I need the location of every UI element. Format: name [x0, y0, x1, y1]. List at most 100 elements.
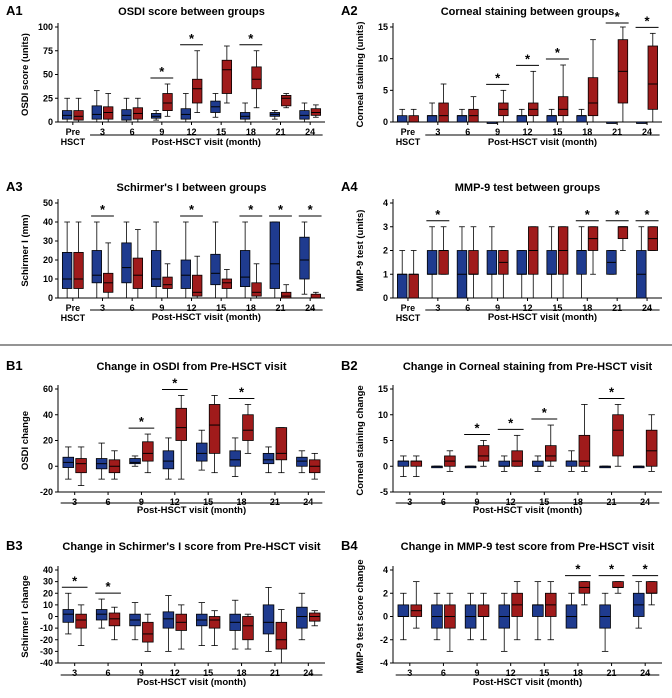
box-group2-9 — [142, 433, 154, 474]
box-group2-3 — [75, 604, 87, 646]
box-iqr — [397, 273, 408, 299]
box-iqr — [61, 251, 73, 289]
x-tick-label: 12 — [522, 303, 532, 313]
x-axis-label: Post-HSCT visit (month) — [152, 312, 261, 323]
box-group2-3 — [103, 93, 114, 123]
x-tick-label: 18 — [573, 497, 583, 507]
x-axis-label: Post-HSCT visit (month) — [488, 312, 597, 323]
panel-label: B1 — [6, 358, 23, 373]
box-group1-9 — [486, 226, 498, 299]
box-group1-24 — [632, 465, 645, 469]
chart-title: Schirmer's I between groups — [117, 182, 267, 194]
box-group1-18 — [576, 108, 587, 123]
box-group2-24 — [310, 291, 322, 299]
box-iqr — [587, 77, 599, 117]
x-tick-label: Pre HSCT — [396, 127, 421, 147]
y-tick-label: 30 — [43, 577, 53, 587]
x-tick-label: 6 — [465, 127, 470, 137]
x-tick-label: 24 — [640, 668, 650, 678]
x-tick-label: 24 — [642, 303, 652, 313]
x-tick-label: 9 — [159, 303, 164, 313]
box-iqr — [162, 450, 175, 470]
significance-star: * — [609, 384, 615, 399]
box-group2-6 — [132, 97, 144, 123]
box-iqr — [242, 616, 254, 641]
box-iqr — [308, 612, 321, 622]
x-tick-label: 18 — [573, 668, 583, 678]
x-tick-label: 12 — [186, 127, 196, 137]
box-iqr — [576, 250, 587, 275]
box-iqr — [426, 250, 438, 275]
box-group1-12 — [162, 595, 175, 652]
y-tick-label: -4 — [380, 658, 388, 668]
box-group2-18 — [578, 404, 591, 472]
box-iqr — [121, 242, 132, 284]
y-axis-label: Schirmer I change — [20, 575, 31, 657]
box-group1-21 — [606, 250, 617, 275]
x-axis-label: Post-HSCT visit (month) — [152, 137, 261, 148]
x-axis-label: Post-HSCT visit (month) — [488, 137, 597, 148]
chart-b1: B1 Change in OSDI from Pre-HSCT visit -20 0… — [6, 358, 325, 516]
y-tick-label: 40 — [43, 565, 53, 575]
x-tick-label: 3 — [435, 303, 440, 313]
significance-star: * — [239, 384, 245, 399]
box-group1-21 — [262, 587, 275, 652]
box-group2-pre-hsct — [73, 97, 84, 123]
box-group2-18 — [578, 581, 591, 606]
box-group2-21 — [612, 404, 624, 467]
box-group1-pre-hsct — [61, 221, 73, 299]
x-tick-label: 21 — [607, 668, 617, 678]
box-group2-12 — [192, 50, 203, 113]
y-tick-label: -5 — [380, 487, 388, 497]
chart-title: Change in OSDI from Pre-HSCT visit — [96, 361, 286, 373]
x-tick-label: 24 — [642, 127, 652, 137]
box-iqr — [142, 441, 154, 462]
box-group1-9 — [129, 602, 141, 641]
box-group1-15 — [532, 581, 544, 641]
box-group1-15 — [546, 108, 557, 123]
box-group1-18 — [565, 592, 578, 629]
box-group2-pre-hsct — [408, 108, 419, 123]
x-tick-label: 18 — [582, 303, 592, 313]
x-tick-label: 3 — [72, 668, 77, 678]
box-group2-9 — [498, 89, 509, 123]
box-group2-3 — [410, 455, 423, 477]
box-iqr — [565, 460, 578, 467]
box-group2-9 — [477, 440, 490, 467]
box-iqr — [498, 460, 511, 467]
box-iqr — [477, 445, 490, 462]
x-axis-label: Post-HSCT visit (month) — [137, 677, 246, 688]
box-group2-15 — [208, 610, 221, 646]
x-tick-label: 21 — [270, 497, 280, 507]
box-iqr — [269, 221, 280, 289]
box-group2-18 — [587, 226, 599, 275]
box-group2-3 — [75, 446, 87, 486]
panel-label: A4 — [341, 179, 358, 194]
y-tick-label: 0 — [48, 461, 53, 471]
box-group1-12 — [516, 250, 527, 299]
y-axis-label: Corneal staining (units) — [355, 21, 366, 127]
significance-star: * — [645, 207, 651, 222]
box-iqr — [210, 253, 221, 286]
box-iqr — [438, 102, 449, 123]
significance-star: * — [308, 202, 314, 217]
box-group2-3 — [103, 242, 114, 299]
box-group1-24 — [636, 226, 647, 299]
y-tick-label: -40 — [40, 658, 53, 668]
significance-star: * — [159, 64, 165, 79]
chart-title: OSDI score between groups — [118, 6, 265, 18]
box-group2-24 — [308, 452, 321, 480]
box-group2-21 — [617, 26, 629, 123]
x-tick-label: 21 — [275, 303, 285, 313]
x-tick-label: 21 — [612, 127, 622, 137]
x-tick-label: 9 — [159, 127, 164, 137]
box-iqr — [296, 456, 308, 467]
box-group2-15 — [544, 424, 557, 467]
y-tick-label: 50 — [43, 70, 53, 80]
x-tick-label: 21 — [270, 668, 280, 678]
box-iqr — [456, 115, 468, 123]
box-iqr — [208, 616, 221, 629]
box-group2-21 — [281, 93, 292, 109]
box-iqr — [516, 115, 527, 123]
box-iqr — [162, 276, 173, 289]
